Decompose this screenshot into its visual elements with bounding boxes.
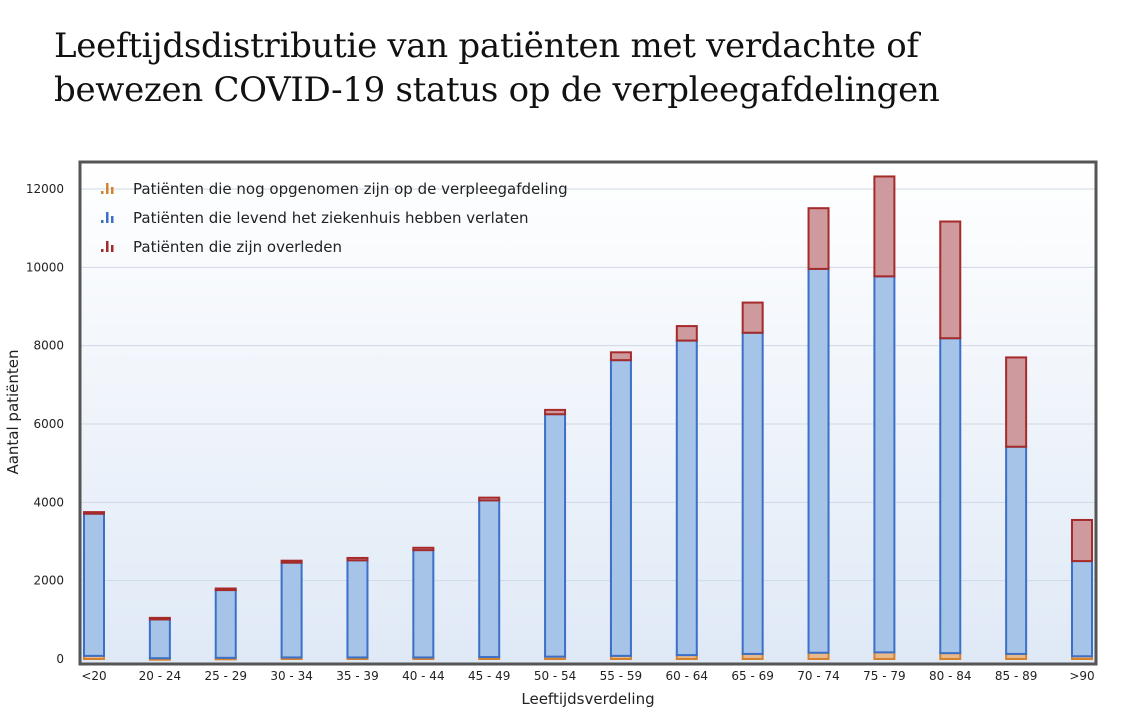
x-axis-label: Leeftijdsverdeling [521,690,654,708]
bar-segment-overleden [346,556,369,562]
legend-icon-bar [101,249,104,252]
x-tick-label: 50 - 54 [534,669,577,683]
x-tick-label: 35 - 39 [336,669,379,683]
x-tick-label: 55 - 59 [600,669,643,683]
x-tick-label: 85 - 89 [995,669,1038,683]
x-axis-ticks: <20 20 - 24 25 - 29 30 - 34 35 - 39 40 - 44 45… [81,669,1094,683]
y-tick-label: 12000 [26,182,64,196]
y-tick-label: 10000 [26,260,64,274]
bar-segment-overleden [939,220,962,340]
legend-label: Patiënten die levend het ziekenhuis hebb… [133,209,529,227]
plot-frame [78,160,1098,666]
y-tick-label: 0 [56,652,64,666]
legend-label: Patiënten die nog opgenomen zijn op de v… [133,180,568,198]
x-tick-label: 30 - 34 [270,669,313,683]
bar-segment-overleden [148,616,171,621]
plot-area [78,160,1098,666]
y-tick-label: 2000 [33,574,64,588]
legend-icon-bar [111,245,114,252]
x-tick-label: 75 - 79 [863,669,906,683]
bar-segment-ontslagen [280,561,303,659]
y-tick-label: 6000 [33,417,64,431]
x-tick-label: 60 - 64 [666,669,709,683]
legend-icon-bar [101,220,104,223]
x-tick-label: 80 - 84 [929,669,972,683]
chart-title-line-1: Leeftijdsdistributie van patiënten met v… [54,26,919,66]
x-tick-label: <20 [81,669,106,683]
x-tick-label: 45 - 49 [468,669,511,683]
chart-title-line-2: bewezen COVID-19 status op de verpleegaf… [54,70,940,110]
bar-segment-ontslagen [346,559,369,659]
bar-segment-overleden [544,408,567,416]
bar-segment-ontslagen [741,331,764,655]
legend-label: Patiënten die zijn overleden [133,238,342,256]
x-tick-label: 65 - 69 [731,669,774,683]
x-tick-label: >90 [1069,669,1094,683]
bar-segment-overleden [741,301,764,334]
bar-segment-ontslagen [214,589,237,659]
y-tick-label: 4000 [33,495,64,509]
bar-segment-ontslagen [1071,560,1093,658]
bar-segment-ontslagen [478,499,501,659]
bar-segment-ontslagen [873,275,896,654]
bar-segment-ontslagen [148,618,171,660]
bar-segment-overleden [280,559,303,564]
x-tick-label: 25 - 29 [204,669,247,683]
chart-title: Leeftijdsdistributie van patiënten met v… [54,24,1104,112]
legend-item: Patiënten die nog opgenomen zijn op de v… [101,180,568,198]
y-tick-label: 8000 [33,339,64,353]
bar-segment-ontslagen [807,267,830,654]
bar-segment-overleden [873,175,896,278]
legend-item: Patiënten die levend het ziekenhuis hebb… [101,209,529,227]
bars [83,175,1093,661]
bar-segment-ontslagen [83,512,105,657]
x-tick-label: 70 - 74 [797,669,840,683]
bar-segment-ontslagen [675,339,698,657]
x-tick-label: 40 - 44 [402,669,445,683]
legend-icon-bar [101,191,104,194]
legend-icon-bar [106,183,109,194]
legend-icon-bar [111,216,114,223]
legend: Patiënten die nog opgenomen zijn op de v… [101,180,568,256]
bar-segment-overleden [609,351,632,362]
bar-segment-overleden [412,546,435,552]
y-axis-label: Aantal patiënten [4,349,22,474]
bar-segment-ontslagen [544,413,567,658]
bar-segment-overleden [214,587,237,592]
y-axis-ticks: 0 2000 4000 6000 8000 10000 12000 [26,182,64,666]
bar-segment-overleden [1071,518,1093,563]
bar-segment-ontslagen [1005,445,1028,655]
legend-icon-bar [106,241,109,252]
bar-segment-overleden [83,511,105,515]
bar-segment-overleden [478,496,501,502]
legend-icon-bar [106,212,109,223]
x-tick-label: 20 - 24 [139,669,182,683]
legend-icon-bar [111,187,114,194]
legend-item: Patiënten die zijn overleden [101,238,342,256]
stacked-bar-chart: 0 2000 4000 6000 8000 10000 12000 <20 20 - 24 25… [4,160,1098,708]
bar-segment-ontslagen [609,359,632,657]
bar-segment-overleden [675,325,698,342]
bar-segment-ontslagen [412,549,435,659]
bar-segment-overleden [1005,356,1028,448]
bar-segment-overleden [807,207,830,270]
bar-segment-ontslagen [939,337,962,655]
